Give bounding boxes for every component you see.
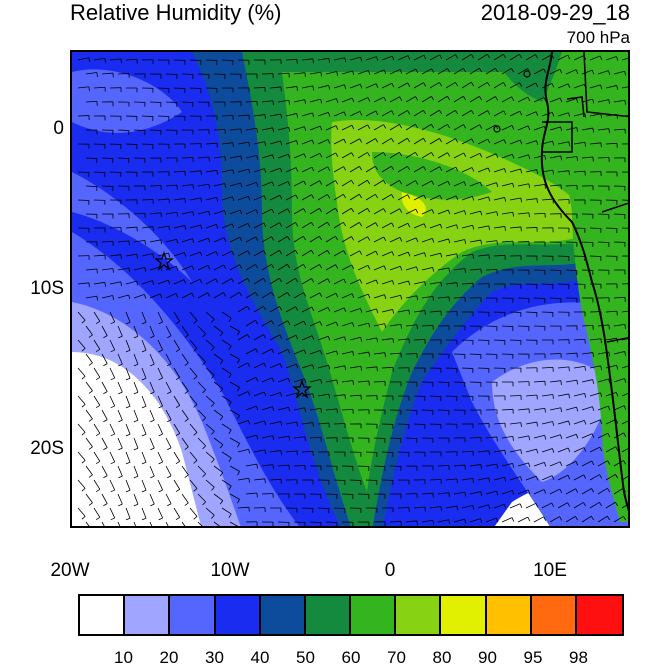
humidity-field [72, 52, 630, 528]
colorbar-tick-label: 98 [559, 648, 599, 668]
colorbar-tick-label: 20 [149, 648, 189, 668]
plot-datetime: 2018-09-29_18 [481, 0, 630, 26]
lat-label-0: 0 [14, 118, 64, 140]
colorbar-swatch [170, 596, 215, 634]
colorbar-tick-label: 90 [468, 648, 508, 668]
colorbar-swatch [441, 596, 486, 634]
colorbar-swatch [487, 596, 532, 634]
lon-label-10e: 10E [520, 560, 580, 582]
colorbar-tick-label: 70 [377, 648, 417, 668]
plot-title: Relative Humidity (%) [70, 0, 282, 26]
colorbar [78, 594, 624, 636]
colorbar-tick-label: 10 [104, 648, 144, 668]
colorbar-swatch [532, 596, 577, 634]
colorbar-tick-label: 30 [195, 648, 235, 668]
lon-label-10w: 10W [200, 560, 260, 582]
colorbar-swatch [577, 596, 622, 634]
colorbar-swatch [351, 596, 396, 634]
lat-label-10s: 10S [14, 278, 64, 300]
colorbar-tick-label: 60 [331, 648, 371, 668]
colorbar-swatch [306, 596, 351, 634]
pressure-level: 700 hPa [567, 28, 630, 48]
colorbar-tick-label: 50 [286, 648, 326, 668]
lat-label-20s: 20S [14, 438, 64, 460]
map-panel [70, 50, 630, 528]
lon-label-0: 0 [360, 560, 420, 582]
colorbar-tick-label: 80 [422, 648, 462, 668]
colorbar-tick-label: 40 [240, 648, 280, 668]
lon-label-20w: 20W [40, 560, 100, 582]
colorbar-swatch [216, 596, 261, 634]
colorbar-swatch [396, 596, 441, 634]
colorbar-swatch [261, 596, 306, 634]
colorbar-swatch [80, 596, 125, 634]
colorbar-tick-label: 95 [513, 648, 553, 668]
colorbar-swatch [125, 596, 170, 634]
